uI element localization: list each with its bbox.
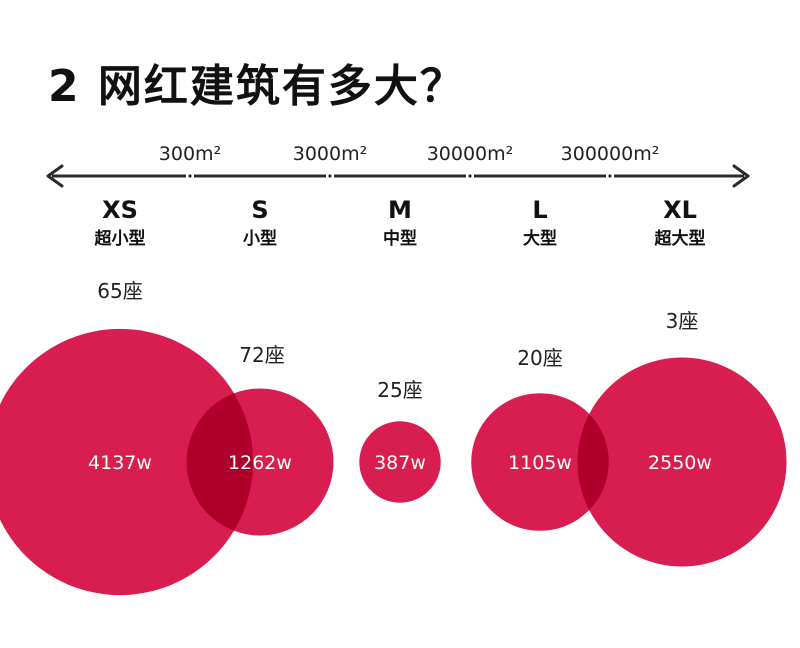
category-name: 超大型: [655, 228, 706, 249]
category-name: 超小型: [95, 228, 146, 249]
threshold-label: 30000m²: [427, 143, 514, 165]
axis-tick: [188, 174, 192, 178]
threshold-label: 3000m²: [293, 143, 367, 165]
bubble-value-label: 1105w: [508, 452, 572, 474]
bubble-count-label: 3座: [666, 309, 699, 333]
axis-tick: [608, 174, 612, 178]
bubble-value-label: 387w: [374, 452, 426, 474]
axis-arrow-right: [732, 164, 750, 188]
category-code: XL: [663, 196, 697, 224]
bubble-count-label: 25座: [377, 378, 422, 402]
bubble-xl: [577, 357, 787, 567]
bubble-value-label: 4137w: [88, 452, 152, 474]
category-code: S: [251, 196, 268, 224]
bubble-xs: [0, 328, 254, 596]
bubble-count-label: 72座: [239, 343, 284, 367]
overlap-xs-s: [186, 388, 254, 536]
category-name: 小型: [243, 228, 277, 249]
bubble-l: [471, 393, 609, 531]
category-code: L: [532, 196, 547, 224]
axis-tick: [468, 174, 472, 178]
axis-arrow-left: [46, 164, 64, 188]
bubble-value-label: 2550w: [648, 452, 712, 474]
bubble-count-label: 20座: [517, 346, 562, 370]
axis-tick: [328, 174, 332, 178]
threshold-label: 300m²: [159, 143, 221, 165]
chart-title: 2 网红建筑有多大？: [48, 61, 466, 112]
category-name: 大型: [523, 228, 557, 249]
category-name: 中型: [383, 228, 417, 249]
bubble-value-label: 1262w: [228, 452, 292, 474]
bubble-m: [359, 421, 441, 503]
category-code: M: [388, 196, 412, 224]
category-code: XS: [102, 196, 138, 224]
threshold-label: 300000m²: [561, 143, 660, 165]
bubble-count-label: 65座: [97, 279, 142, 303]
